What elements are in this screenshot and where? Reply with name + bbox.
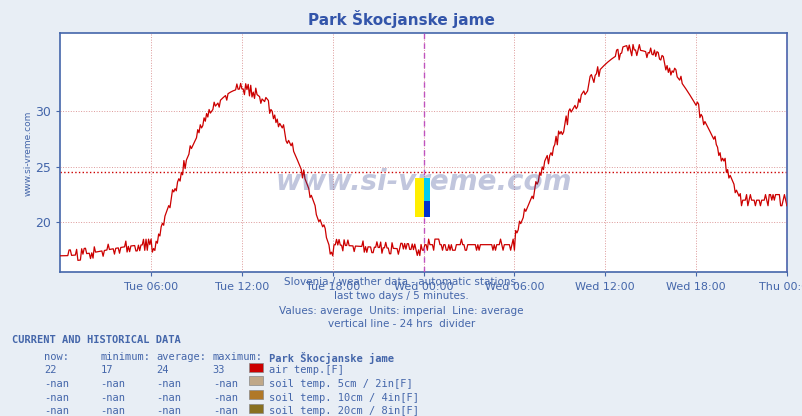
Text: www.si-vreme.com: www.si-vreme.com [275, 168, 571, 196]
Text: 33: 33 [213, 365, 225, 375]
Bar [415, 178, 423, 217]
Text: average:: average: [156, 352, 206, 362]
Text: -nan: -nan [44, 393, 69, 403]
Bar [423, 201, 430, 217]
Text: Slovenia / weather data - automatic stations.: Slovenia / weather data - automatic stat… [283, 277, 519, 287]
Bar [423, 178, 430, 201]
Text: 17: 17 [100, 365, 113, 375]
Text: soil temp. 20cm / 8in[F]: soil temp. 20cm / 8in[F] [269, 406, 419, 416]
Text: soil temp. 10cm / 4in[F]: soil temp. 10cm / 4in[F] [269, 393, 419, 403]
Text: Values: average  Units: imperial  Line: average: Values: average Units: imperial Line: av… [279, 306, 523, 316]
Text: -nan: -nan [213, 379, 237, 389]
Text: vertical line - 24 hrs  divider: vertical line - 24 hrs divider [327, 319, 475, 329]
Text: Park Škocjanske jame: Park Škocjanske jame [308, 10, 494, 28]
Text: -nan: -nan [44, 406, 69, 416]
Text: 22: 22 [44, 365, 57, 375]
Text: Park Škocjanske jame: Park Škocjanske jame [269, 352, 394, 364]
Text: -nan: -nan [213, 393, 237, 403]
Text: -nan: -nan [100, 379, 125, 389]
Text: -nan: -nan [44, 379, 69, 389]
Text: last two days / 5 minutes.: last two days / 5 minutes. [334, 291, 468, 301]
Text: -nan: -nan [156, 393, 181, 403]
Text: -nan: -nan [100, 406, 125, 416]
Text: -nan: -nan [213, 406, 237, 416]
Text: minimum:: minimum: [100, 352, 150, 362]
Text: now:: now: [44, 352, 69, 362]
Text: -nan: -nan [156, 406, 181, 416]
Text: soil temp. 5cm / 2in[F]: soil temp. 5cm / 2in[F] [269, 379, 412, 389]
Y-axis label: www.si-vreme.com: www.si-vreme.com [23, 110, 33, 196]
Text: maximum:: maximum: [213, 352, 262, 362]
Text: -nan: -nan [156, 379, 181, 389]
Text: -nan: -nan [100, 393, 125, 403]
Text: 24: 24 [156, 365, 169, 375]
Text: CURRENT AND HISTORICAL DATA: CURRENT AND HISTORICAL DATA [12, 335, 180, 345]
Text: air temp.[F]: air temp.[F] [269, 365, 343, 375]
